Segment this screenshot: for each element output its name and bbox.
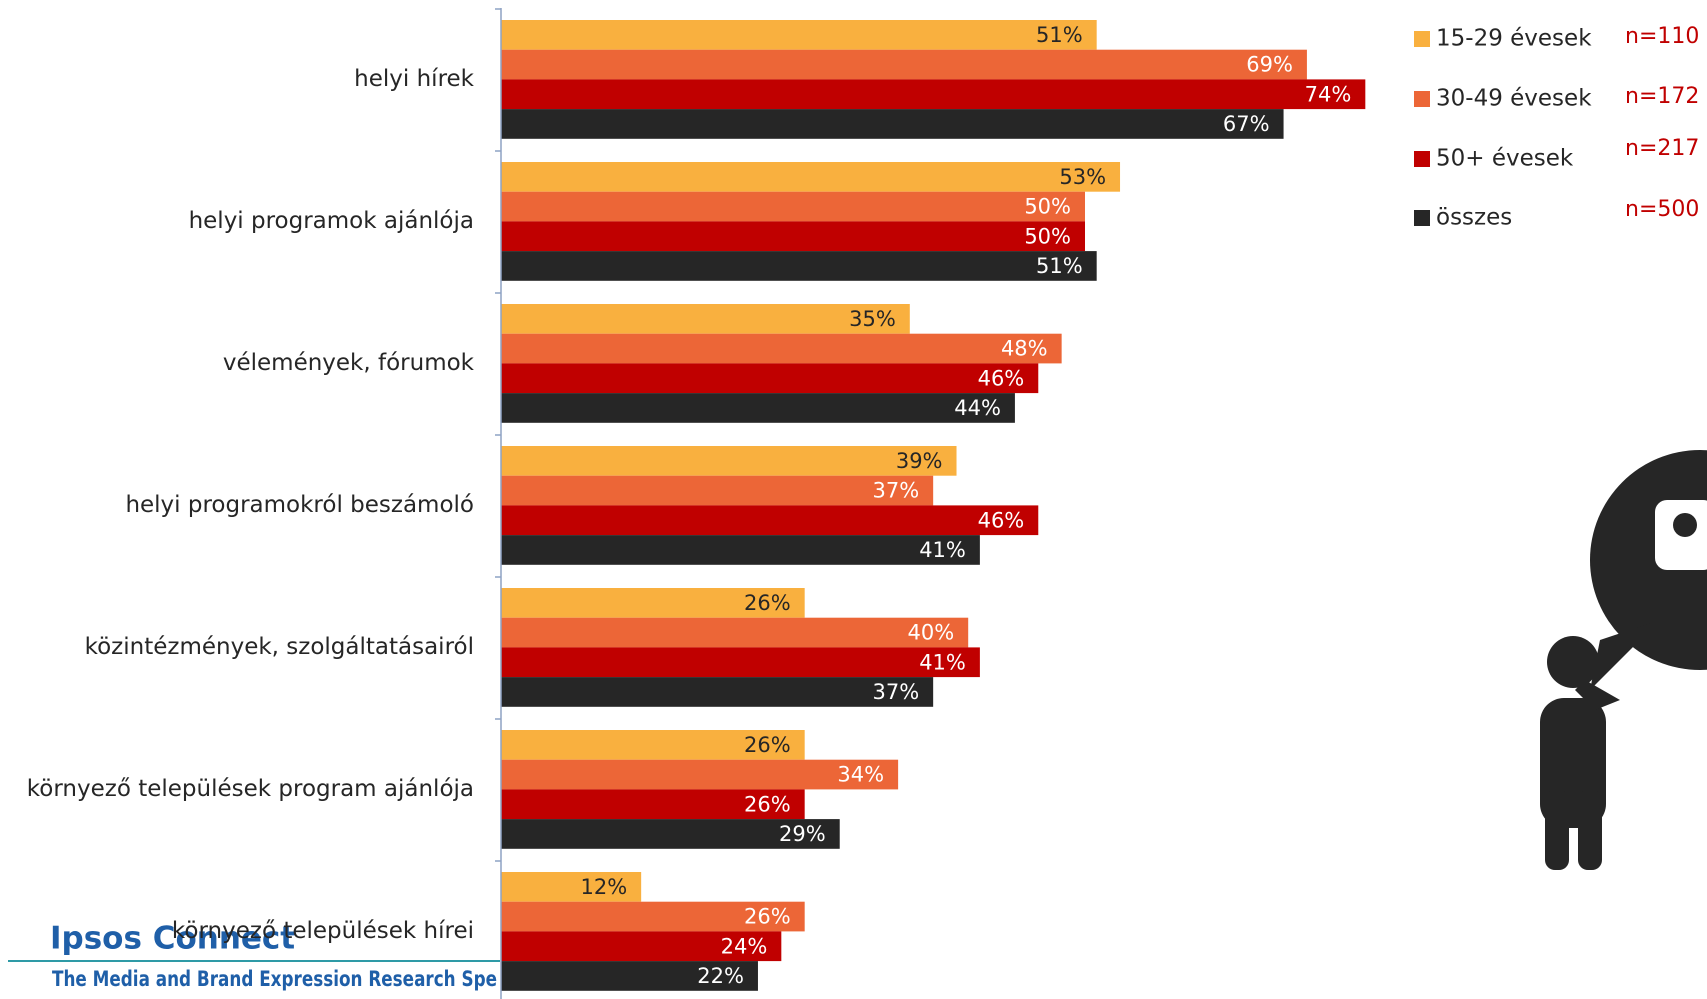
data-label: 53%	[1059, 165, 1106, 189]
data-label: 12%	[580, 875, 627, 899]
bubble-tail	[1590, 620, 1660, 690]
legend-label: összes	[1436, 205, 1512, 231]
tagline: The Media and Brand Expression Research …	[52, 967, 497, 991]
bar	[501, 617, 969, 648]
bar	[501, 393, 1015, 423]
bar	[501, 191, 1085, 222]
bar	[501, 730, 805, 760]
bar	[501, 475, 934, 506]
data-label: 44%	[954, 396, 1001, 420]
category-label: közintézmények, szolgáltatásairól	[85, 634, 474, 660]
legend-swatch	[1414, 151, 1430, 167]
person-icon	[1540, 450, 1707, 870]
bar	[501, 505, 1039, 536]
data-label: 67%	[1223, 112, 1270, 136]
legend-label: 50+ évesek	[1436, 146, 1574, 172]
legend-label: 15-29 évesek	[1436, 26, 1592, 52]
category-label: helyi programokról beszámoló	[125, 492, 474, 518]
data-label: 26%	[744, 905, 791, 929]
bar	[501, 901, 805, 932]
category-label: környező települések program ajánlója	[27, 776, 474, 802]
bar	[501, 20, 1097, 50]
bar	[501, 677, 934, 707]
data-label: 34%	[837, 763, 884, 787]
data-label: 46%	[978, 366, 1025, 390]
bar	[501, 79, 1366, 110]
data-label: 41%	[919, 538, 966, 562]
bar	[501, 961, 758, 991]
legend-n: n=172	[1625, 84, 1699, 109]
data-label: 51%	[1036, 23, 1083, 47]
bar	[501, 819, 840, 849]
data-label: 46%	[978, 508, 1025, 532]
bar	[501, 789, 805, 820]
legend-swatch	[1414, 210, 1430, 226]
data-label: 40%	[908, 621, 955, 645]
person-leg	[1545, 790, 1569, 870]
data-label: 48%	[1001, 337, 1048, 361]
data-label: 37%	[872, 680, 919, 704]
data-label: 37%	[872, 479, 919, 503]
data-label: 26%	[744, 792, 791, 816]
legend-n: n=500	[1625, 197, 1699, 222]
data-label: 26%	[744, 591, 791, 615]
bar	[501, 304, 910, 334]
person-leg	[1578, 790, 1602, 870]
legend-swatch	[1414, 91, 1430, 107]
bar	[501, 333, 1062, 364]
data-label: 69%	[1246, 53, 1293, 77]
data-label: 39%	[896, 449, 943, 473]
brand: Ipsos Connect	[50, 921, 295, 957]
data-label: 29%	[779, 822, 826, 846]
bar	[501, 647, 980, 678]
legend-swatch	[1414, 31, 1430, 47]
legend-n: n=217	[1625, 136, 1699, 161]
data-label: 51%	[1036, 254, 1083, 278]
bar	[501, 535, 980, 565]
person-head	[1547, 636, 1599, 688]
person-arm	[1575, 680, 1620, 710]
category-label: környező települések hírei	[172, 918, 474, 944]
bar	[501, 363, 1039, 394]
data-label: 22%	[697, 964, 744, 988]
data-label: 74%	[1305, 82, 1352, 106]
footer: Ipsos Connect The Media and Brand Expres…	[8, 921, 500, 991]
bar	[501, 49, 1307, 80]
legend-label: 30-49 évesek	[1436, 86, 1592, 112]
bar	[501, 221, 1085, 252]
bar	[501, 162, 1121, 192]
data-label: 50%	[1024, 224, 1071, 248]
data-label: 35%	[849, 307, 896, 331]
bar	[501, 872, 642, 902]
legend-n: n=110	[1625, 24, 1699, 49]
profile-head	[1673, 513, 1697, 537]
bar	[501, 931, 782, 962]
bar	[501, 759, 899, 790]
bar	[501, 251, 1097, 281]
category-label: helyi hírek	[354, 66, 474, 92]
category-label: helyi programok ajánlója	[189, 208, 474, 234]
bar	[501, 446, 957, 476]
data-label: 26%	[744, 733, 791, 757]
bar	[501, 109, 1284, 139]
data-label: 41%	[919, 650, 966, 674]
data-label: 50%	[1024, 195, 1071, 219]
category-label: vélemények, fórumok	[223, 350, 475, 376]
data-label: 24%	[721, 934, 768, 958]
bar	[501, 588, 805, 618]
